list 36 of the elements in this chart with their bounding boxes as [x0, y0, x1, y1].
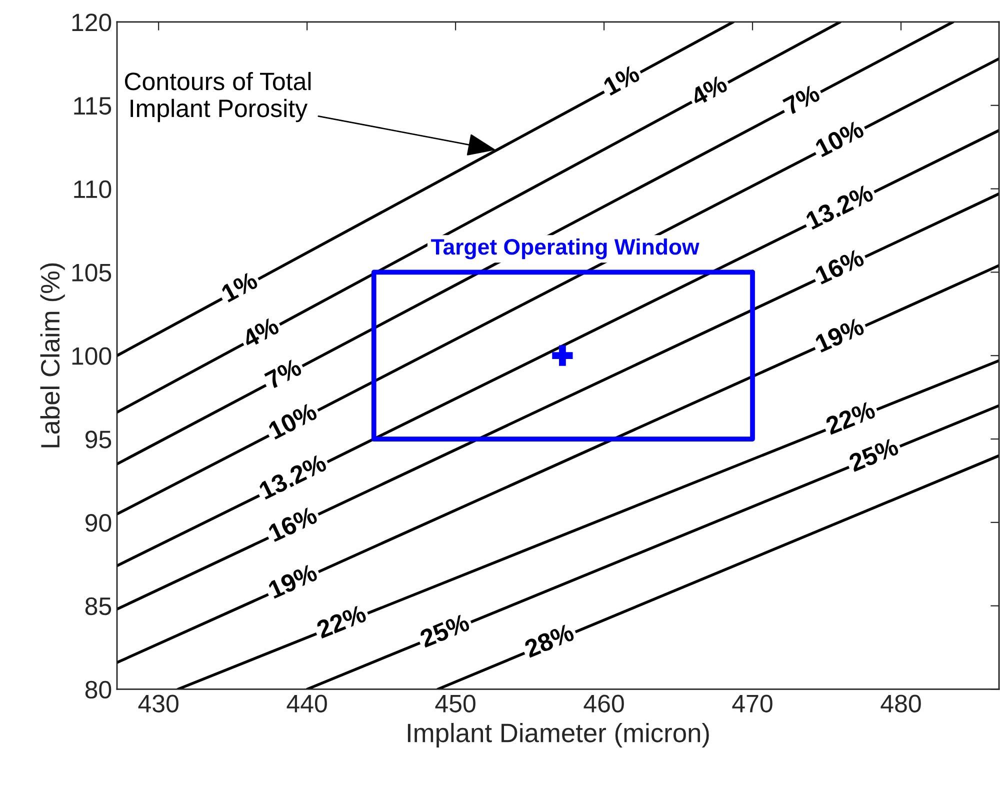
x-tick-label: 440 [286, 694, 327, 712]
text: 22% [316, 604, 368, 638]
y-tick-label: 95 [86, 430, 112, 448]
y-axis-title: Label Claim (%) [40, 263, 65, 448]
y-tick-label: 80 [85, 680, 112, 699]
x-tick-label: 460 [584, 694, 624, 712]
y-tick-label: 115 [74, 97, 112, 115]
x-axis-title: Implant Diameter (micron) [408, 722, 709, 748]
x-tick-label: 470 [732, 694, 772, 712]
annotation: Target Operating Window [431, 238, 700, 260]
text: 16% [268, 506, 318, 542]
text: 25% [848, 437, 900, 472]
x-tick-label: 480 [880, 694, 921, 712]
y-tick-label: 90 [86, 514, 112, 532]
text: 10% [814, 120, 865, 158]
y-tick-label: 110 [74, 180, 112, 198]
text: 16% [814, 248, 866, 285]
y-tick-label: 100 [72, 347, 112, 365]
text: 19% [814, 316, 866, 353]
text: 1% [220, 270, 259, 302]
text: 19% [268, 563, 318, 599]
text: 7% [782, 84, 821, 116]
x-tick-label: 450 [435, 694, 476, 712]
x-tick-label: 430 [138, 694, 178, 712]
y-tick-label: 105 [72, 264, 112, 282]
text: 28% [523, 623, 576, 658]
text: 22% [824, 400, 876, 435]
y-tick-label: 85 [85, 597, 112, 616]
y-tick-label: 120 [72, 14, 112, 32]
text: 7% [264, 358, 303, 390]
text: 4% [689, 74, 728, 106]
text: 25% [418, 613, 471, 648]
text: 1% [602, 64, 641, 96]
text: 10% [268, 402, 318, 440]
annotation: Contours of Total Implant Porosity [124, 72, 311, 122]
text: 4% [240, 316, 280, 349]
